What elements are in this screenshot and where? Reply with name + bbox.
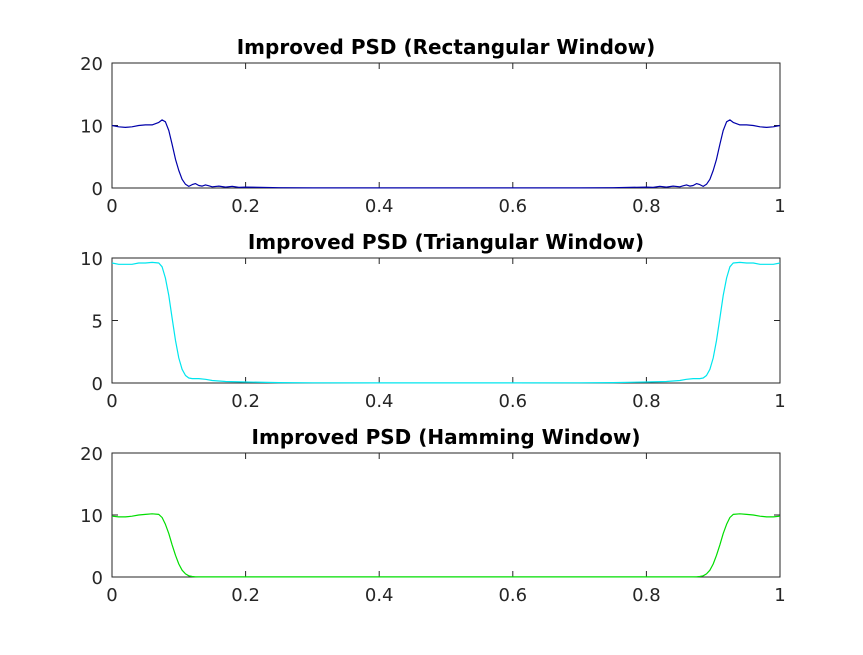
x-tick-label: 0 [106,585,117,606]
y-tick-label: 20 [80,444,103,465]
series-line-rectangular [111,119,781,189]
x-tick-label: 0.2 [231,585,260,606]
y-tick-label: 10 [80,249,103,270]
x-tick-label: 0.2 [231,196,260,217]
y-tick-label: 0 [92,568,103,589]
y-tick-label: 0 [92,374,103,395]
x-tick-label: 0.4 [365,391,394,412]
x-tick-label: 0 [106,196,117,217]
axes-box [111,257,781,384]
y-tick-label: 10 [80,117,103,138]
x-tick-label: 0.4 [365,196,394,217]
axes-box [111,452,781,578]
x-tick-label: 0.6 [498,196,527,217]
series-line-triangular [111,261,781,384]
x-tick-label: 0.8 [632,196,661,217]
chart-title: Improved PSD (Triangular Window) [248,230,644,254]
y-tick-label: 5 [92,312,103,333]
axes-box [111,62,781,189]
x-tick-label: 1 [774,391,785,412]
series-line-hamming [111,513,781,578]
x-tick-label: 0.8 [632,391,661,412]
x-tick-label: 0.4 [365,585,394,606]
x-tick-label: 0.2 [231,391,260,412]
x-tick-label: 1 [774,196,785,217]
x-tick-label: 0.6 [498,391,527,412]
x-tick-label: 0 [106,391,117,412]
x-tick-label: 1 [774,585,785,606]
y-tick-label: 0 [92,179,103,200]
x-tick-label: 0.6 [498,585,527,606]
chart-title: Improved PSD (Rectangular Window) [237,35,656,59]
x-tick-label: 0.8 [632,585,661,606]
y-tick-label: 10 [80,506,103,527]
y-tick-label: 20 [80,54,103,75]
chart-title: Improved PSD (Hamming Window) [252,425,641,449]
